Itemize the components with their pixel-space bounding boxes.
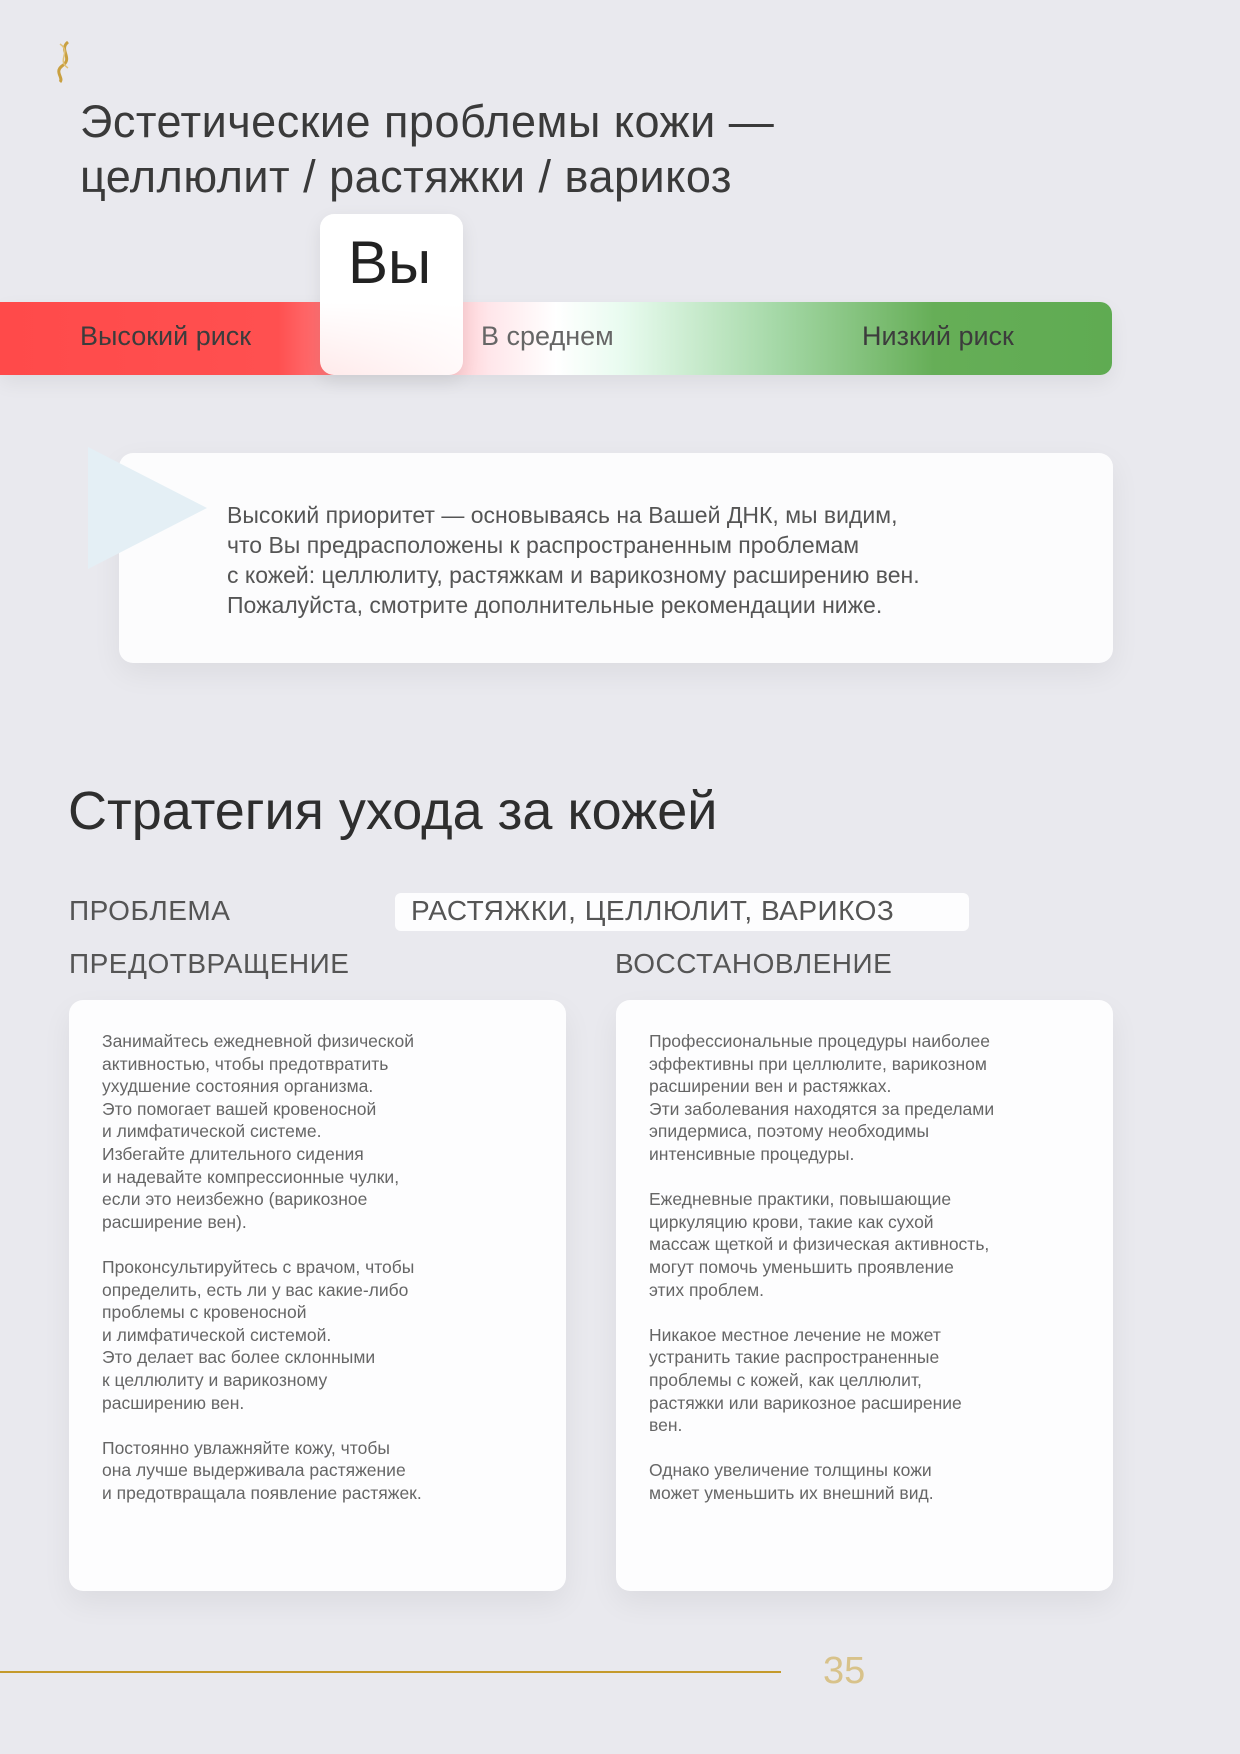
average-label: В среднем <box>481 321 614 351</box>
title-line-2: целлюлит / растяжки / варикоз <box>80 151 732 202</box>
prevention-card: Занимайтесь ежедневной физической активн… <box>69 1000 566 1591</box>
risk-scale-bar <box>0 302 1112 375</box>
page-title: Эстетические проблемы кожи — целлюлит / … <box>80 94 774 204</box>
low-risk-label: Низкий риск <box>862 321 1014 351</box>
prevention-text: Занимайтесь ежедневной физической активн… <box>102 1031 422 1503</box>
priority-callout <box>119 453 1113 663</box>
recovery-card: Профессиональные процедуры наиболее эффе… <box>616 1000 1113 1591</box>
callout-line: с кожей: целлюлиту, растяжкам и варикозн… <box>227 562 920 588</box>
high-risk-label: Высокий риск <box>80 321 252 351</box>
you-marker: Вы <box>320 214 463 375</box>
footer-divider <box>0 1671 781 1673</box>
callout-line: Пожалуйста, смотрите дополнительные реко… <box>227 592 883 618</box>
you-marker-label: Вы <box>348 229 432 296</box>
callout-line: что Вы предрасположены к распространенны… <box>227 532 860 558</box>
page-number: 35 <box>823 1650 866 1692</box>
callout-line: Высокий приоритет — основываясь на Вашей… <box>227 502 898 528</box>
title-line-1: Эстетические проблемы кожи — <box>80 96 775 147</box>
recovery-label: ВОССТАНОВЛЕНИЕ <box>615 948 893 979</box>
recovery-text: Профессиональные процедуры наиболее эффе… <box>649 1031 995 1503</box>
callout-text: Высокий приоритет — основываясь на Вашей… <box>227 500 1107 620</box>
strategy-heading: Стратегия ухода за кожей <box>68 781 718 841</box>
triangle-pointer-icon <box>88 447 207 569</box>
prevention-label: ПРЕДОТВРАЩЕНИЕ <box>69 948 350 979</box>
problem-label: ПРОБЛЕМА <box>69 895 231 926</box>
problem-value-pill: РАСТЯЖКИ, ЦЕЛЛЮЛИТ, ВАРИКОЗ <box>395 893 969 931</box>
problem-value: РАСТЯЖКИ, ЦЕЛЛЮЛИТ, ВАРИКОЗ <box>411 895 895 926</box>
dna-logo-icon <box>57 40 70 84</box>
